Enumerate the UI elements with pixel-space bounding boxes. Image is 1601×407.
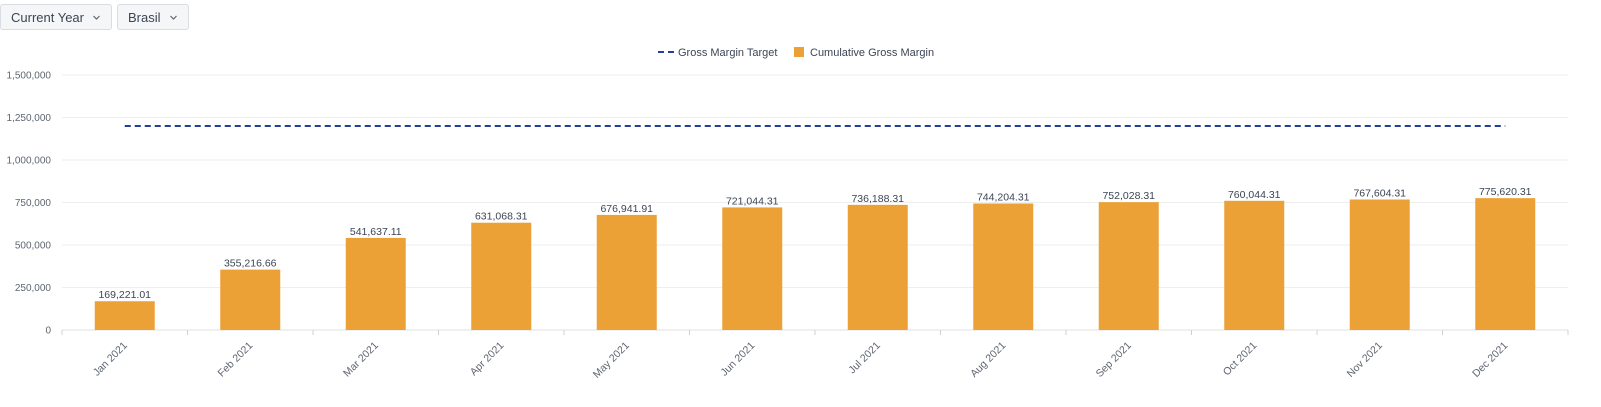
y-tick-label: 1,500,000: [7, 71, 52, 82]
bar: [220, 269, 281, 330]
bar: [596, 214, 657, 330]
bar: [94, 301, 155, 330]
bar: [345, 237, 406, 330]
bar: [847, 204, 908, 330]
y-tick-label: 500,000: [15, 241, 52, 252]
year-filter-label: Current Year: [11, 9, 84, 25]
y-tick-label: 1,000,000: [7, 156, 52, 167]
x-tick-label: Dec 2021: [1470, 340, 1510, 380]
chevron-down-icon: [169, 13, 178, 22]
x-tick-label: May 2021: [591, 340, 632, 381]
bar: [471, 222, 532, 330]
x-tick-label: Mar 2021: [341, 340, 381, 380]
y-tick-label: 250,000: [15, 283, 52, 294]
x-tick-label: Oct 2021: [1221, 340, 1260, 379]
x-tick-label: Aug 2021: [968, 340, 1008, 380]
x-tick-label: Sep 2021: [1094, 340, 1134, 380]
y-tick-label: 0: [45, 326, 51, 337]
y-tick-label: 750,000: [15, 198, 52, 209]
chevron-down-icon: [92, 13, 101, 22]
legend-bar-label: Cumulative Gross Margin: [810, 47, 934, 59]
bar-data-label: 760,044.31: [1228, 189, 1281, 201]
y-tick-label: 1,250,000: [7, 113, 52, 124]
bar-data-label: 676,941.91: [600, 203, 653, 215]
bar: [1349, 199, 1410, 330]
bar: [1098, 202, 1159, 330]
bar: [722, 207, 783, 330]
bar: [973, 203, 1034, 330]
bar-data-label: 752,028.31: [1102, 190, 1155, 202]
filter-bar: Current Year Brasil: [0, 4, 189, 30]
bar-data-label: 169,221.01: [98, 289, 151, 301]
x-tick-label: Jan 2021: [91, 340, 130, 379]
bar-data-label: 767,604.31: [1353, 188, 1406, 200]
bar-data-label: 744,204.31: [977, 191, 1030, 203]
bar-data-label: 631,068.31: [475, 211, 528, 223]
year-filter-dropdown[interactable]: Current Year: [0, 4, 112, 30]
bar: [1224, 200, 1285, 330]
bar-data-label: 775,620.31: [1479, 186, 1532, 198]
legend-bar-swatch: [794, 47, 804, 57]
x-tick-label: Feb 2021: [216, 340, 256, 380]
bar-data-label: 721,044.31: [726, 195, 779, 207]
country-filter-dropdown[interactable]: Brasil: [117, 4, 189, 30]
x-tick-label: Nov 2021: [1345, 340, 1385, 380]
bar-data-label: 355,216.66: [224, 258, 277, 270]
bar-data-label: 736,188.31: [851, 193, 904, 205]
country-filter-label: Brasil: [128, 9, 161, 25]
x-tick-label: Jun 2021: [718, 340, 757, 379]
x-tick-label: Apr 2021: [468, 340, 507, 379]
legend-target-label: Gross Margin Target: [678, 47, 777, 59]
x-tick-label: Jul 2021: [846, 340, 883, 377]
bar-data-label: 541,637.11: [350, 226, 402, 238]
bar: [1475, 198, 1536, 330]
